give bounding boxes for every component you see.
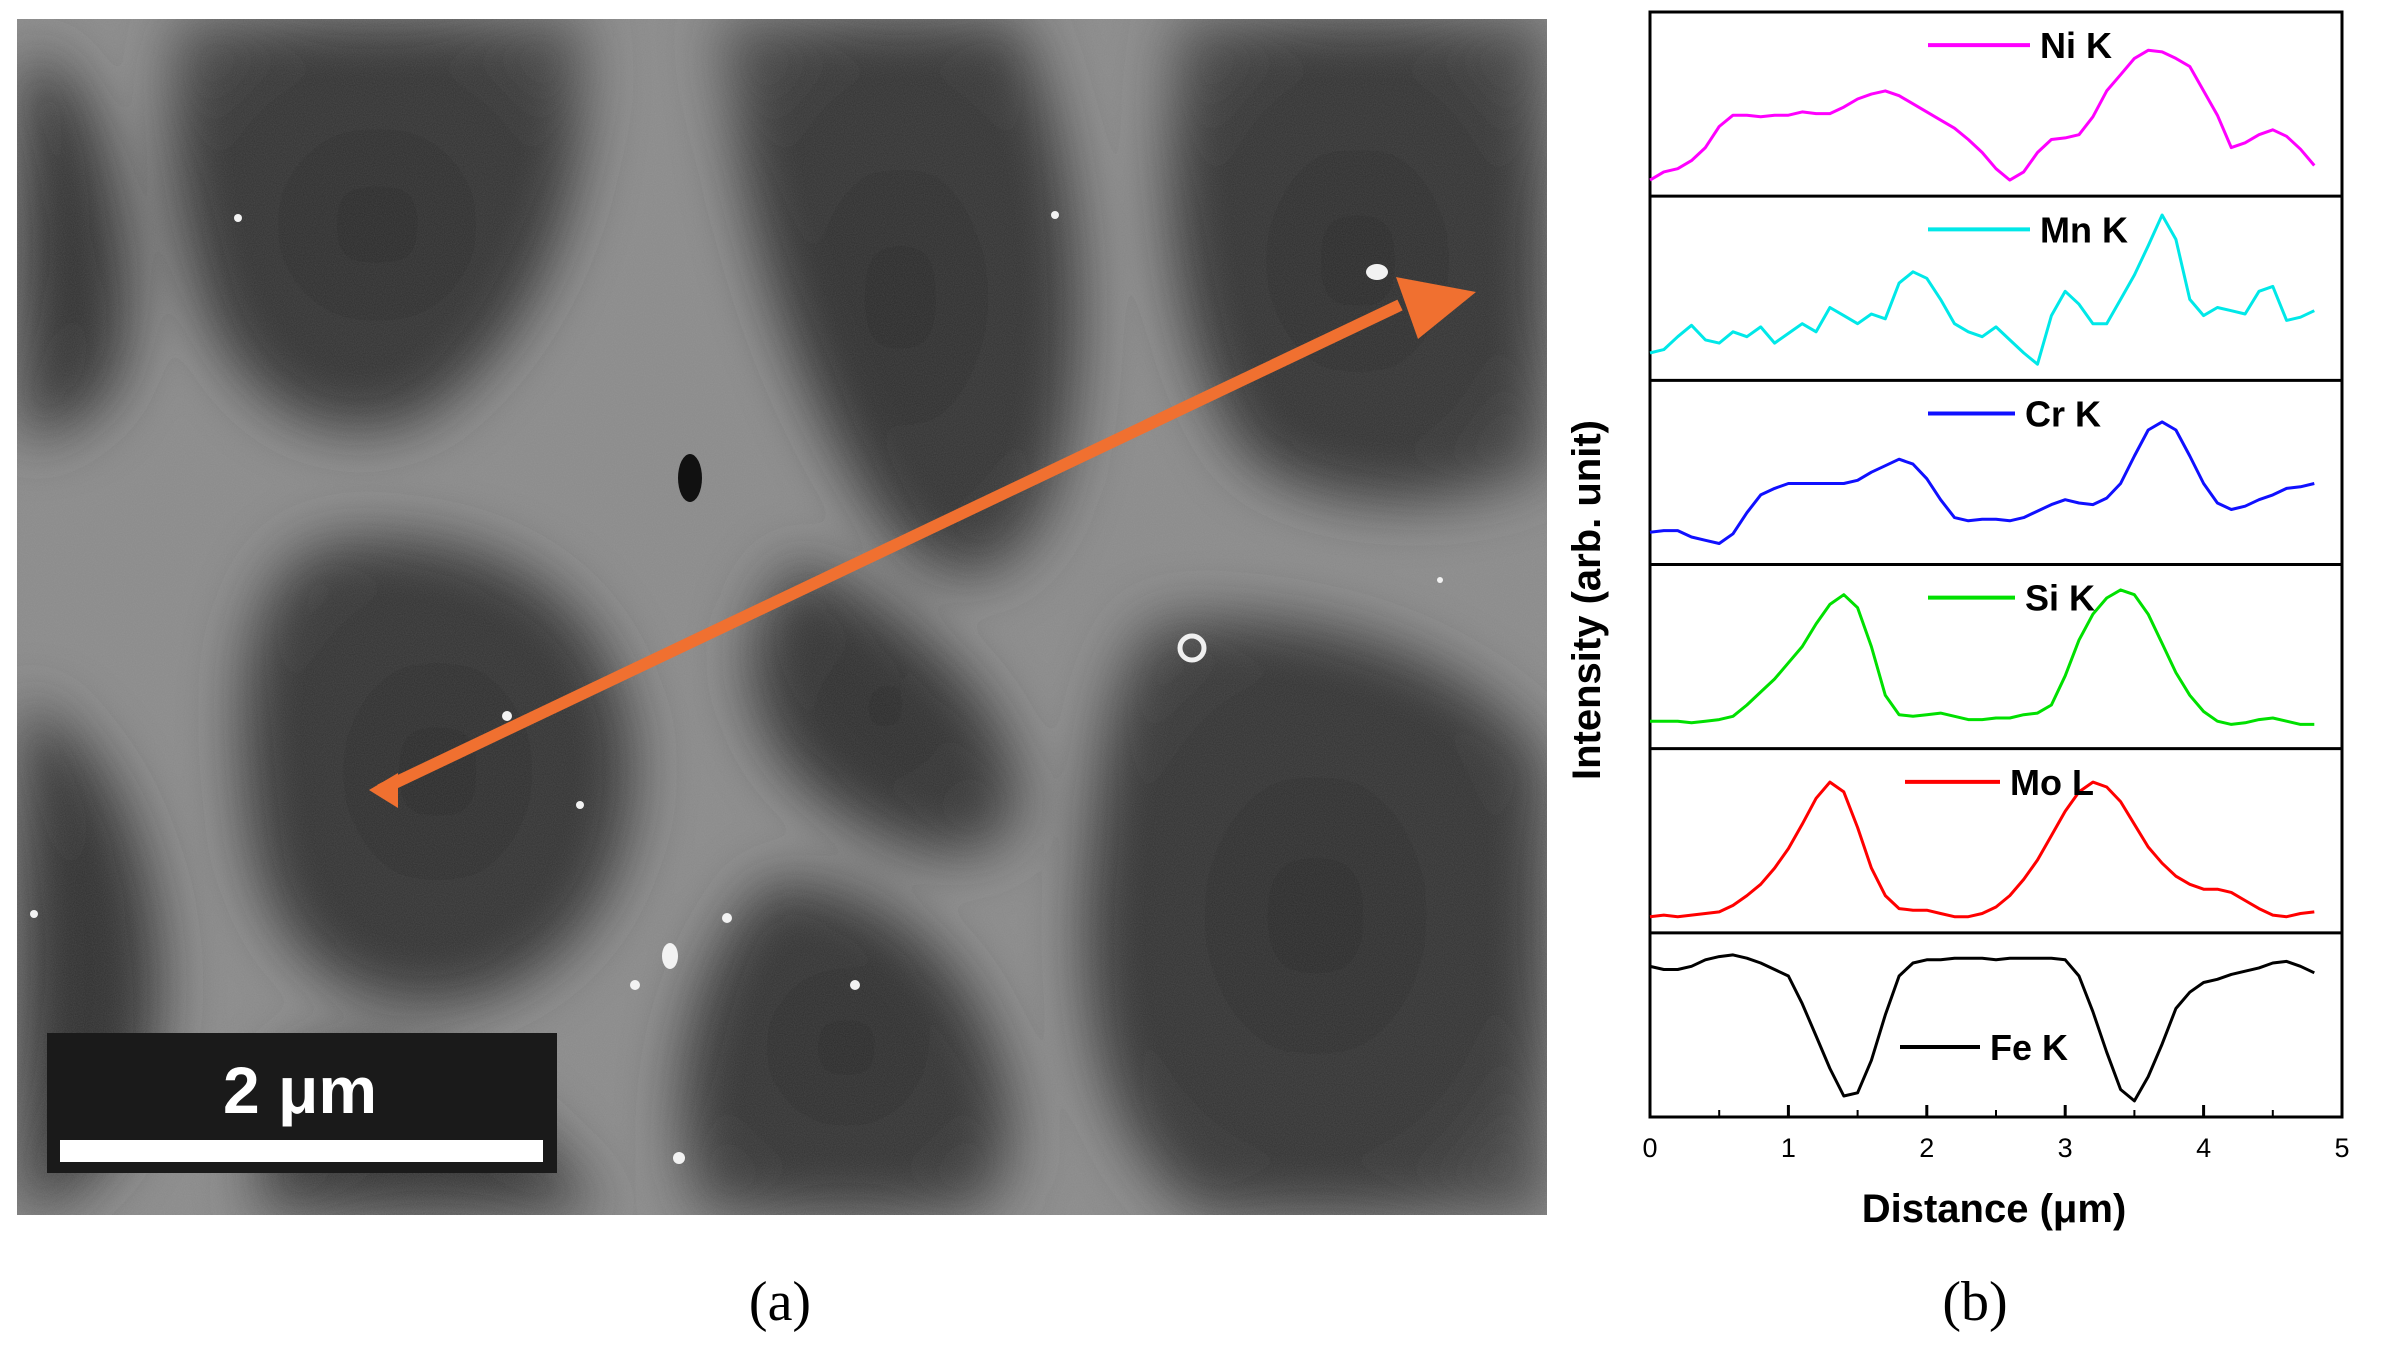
series-line-cr-k — [1649, 420, 2315, 545]
x-tick-label: 4 — [2196, 1133, 2211, 1163]
series-line-ni-k — [1649, 48, 2316, 182]
legend-label-cr-k: Cr K — [2025, 393, 2101, 434]
arrow-head-left — [369, 773, 398, 808]
line-scan-arrow — [369, 277, 1476, 808]
x-tick-label: 1 — [1781, 1133, 1796, 1163]
eds-line-profile-chart: Ni K Mn K Cr K Si K Mo L Fe K 0 1 2 3 4 5 Distance… — [1565, 10, 2350, 1231]
y-axis-title: Intensity (arb. unit) — [1565, 420, 1609, 780]
sem-pore — [678, 454, 702, 502]
series-line-fe-k — [1649, 953, 2315, 1103]
series-line-si-k — [1650, 588, 2315, 726]
series-line-mn-k — [1649, 213, 2315, 366]
legend-label-si-k: Si K — [2025, 578, 2095, 619]
arrow-head-right — [1396, 277, 1476, 339]
x-tick-label: 5 — [2334, 1133, 2349, 1163]
sem-particles — [30, 211, 1443, 1164]
legend-label-ni-k: Ni K — [2040, 25, 2112, 66]
series-line-mo-l — [1649, 780, 2315, 919]
x-tick-label: 2 — [1919, 1133, 1934, 1163]
scale-bar-line — [60, 1140, 543, 1162]
panel-dividers — [1650, 194, 2342, 935]
x-axis-title: Distance (μm) — [1862, 1187, 2127, 1231]
series-group — [1649, 48, 2316, 1103]
x-tick-label: 0 — [1642, 1133, 1657, 1163]
scale-bar: 2 μm — [47, 1033, 557, 1173]
panel-a-caption: (a) — [749, 1271, 811, 1333]
legend-group: Ni K Mn K Cr K Si K Mo L Fe K — [1900, 25, 2128, 1068]
x-axis: 0 1 2 3 4 5 — [1642, 1105, 2350, 1163]
legend-label-mn-k: Mn K — [2040, 209, 2128, 250]
scale-bar-label: 2 μm — [223, 1053, 377, 1127]
legend-label-fe-k: Fe K — [1990, 1027, 2068, 1068]
legend-label-mo-l: Mo L — [2010, 762, 2094, 803]
sem-noise-texture — [17, 19, 1547, 1215]
x-tick-label: 3 — [2058, 1133, 2073, 1163]
panel-b-caption: (b) — [1942, 1271, 2007, 1333]
